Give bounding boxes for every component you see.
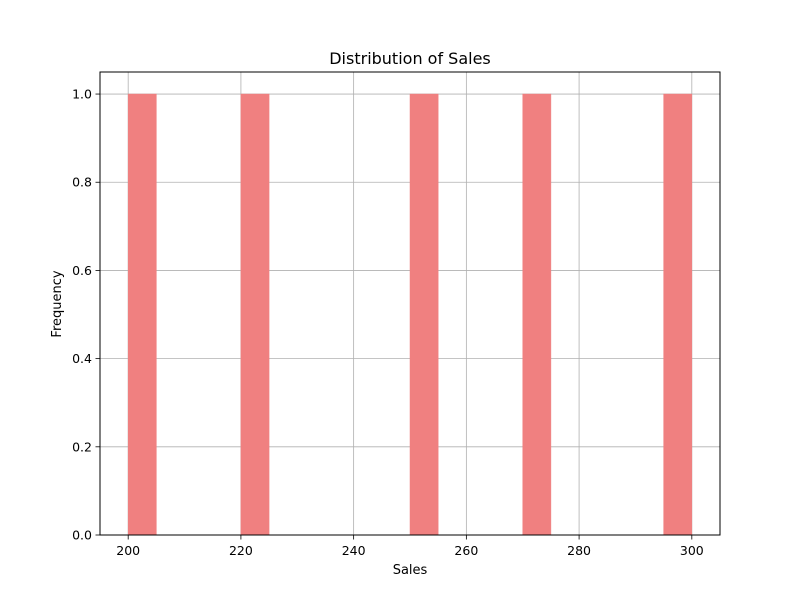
histogram-bar <box>663 93 693 536</box>
y-tick-label: 0.2 <box>72 439 92 454</box>
y-tick-label: 1.0 <box>72 87 92 102</box>
histogram-bar <box>240 93 270 536</box>
chart-title: Distribution of Sales <box>329 49 491 68</box>
histogram-bar <box>127 93 157 536</box>
x-axis-ticks: 200 220 240 260 280 300 <box>116 535 704 558</box>
x-tick-label: 200 <box>116 543 140 558</box>
y-tick-label: 0.0 <box>72 528 92 543</box>
x-tick-label: 260 <box>454 543 478 558</box>
y-axis-label: Frequency <box>50 270 65 337</box>
y-axis-ticks: 0.0 0.2 0.4 0.6 0.8 1.0 <box>72 87 100 543</box>
x-tick-label: 220 <box>229 543 253 558</box>
x-tick-label: 280 <box>567 543 591 558</box>
bar-series <box>127 93 693 536</box>
x-axis-label: Sales <box>393 563 428 578</box>
y-tick-label: 0.6 <box>72 263 92 278</box>
y-tick-label: 0.8 <box>72 175 92 190</box>
histogram-bar <box>522 93 552 536</box>
plot-frame <box>99 71 721 536</box>
x-tick-label: 240 <box>342 543 366 558</box>
x-tick-label: 300 <box>680 543 704 558</box>
y-tick-label: 0.4 <box>72 351 92 366</box>
histogram-bar <box>409 93 439 536</box>
